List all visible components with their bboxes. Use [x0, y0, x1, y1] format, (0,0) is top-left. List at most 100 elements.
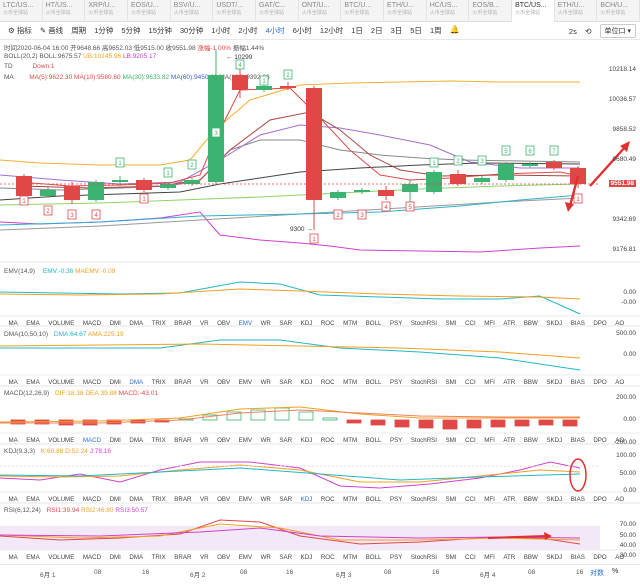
indicator-tab[interactable]: CCI [465, 378, 476, 386]
indicator-tab[interactable]: OBV [217, 436, 231, 444]
indicator-tab[interactable]: DMI [109, 319, 121, 327]
indicator-tab[interactable]: ATR [503, 319, 516, 327]
indicator-tab[interactable]: BIAS [570, 378, 585, 386]
indicator-tab[interactable]: PSY [390, 436, 403, 444]
indicator-tab[interactable]: BOLL [365, 436, 382, 444]
indicator-tab[interactable]: PSY [390, 319, 403, 327]
tab-symbol[interactable]: BCH/U... 火币全球站 [597, 0, 640, 22]
indicator-tab[interactable]: EMV [238, 553, 253, 561]
indicator-tab[interactable]: VR [199, 378, 209, 386]
indicator-tab[interactable]: DMA [129, 319, 144, 327]
indicator-tab[interactable]: DMI [109, 495, 121, 503]
tab-symbol[interactable]: BTC/U... 火币全球站 [341, 0, 385, 22]
indicator-tab[interactable]: MACD [82, 378, 102, 386]
indicator-tab[interactable]: VR [199, 319, 209, 327]
indicator-tab[interactable]: WR [260, 319, 271, 327]
emv-name[interactable]: EMV(14,9) [4, 268, 36, 275]
indicator-tab[interactable]: PSY [390, 553, 403, 561]
indicator-tab[interactable]: MA [8, 495, 18, 503]
indicator-tab[interactable]: EMV [238, 319, 253, 327]
indicator-tab[interactable]: SMI [445, 378, 457, 386]
rsi-name[interactable]: RSI(6,12,24) [4, 507, 41, 514]
indicator-tab[interactable]: DPO [593, 436, 607, 444]
indicator-tab[interactable]: TRIX [151, 495, 166, 503]
indicator-tab[interactable]: OBV [217, 495, 231, 503]
indicator-tab[interactable]: MTM [343, 495, 358, 503]
indicator-tab[interactable]: ROC [320, 436, 335, 444]
period-button[interactable]: 1周 [429, 26, 442, 35]
tab-symbol[interactable]: BTC/US... 火币全球站 [512, 0, 555, 22]
indicator-tab[interactable]: BRAR [174, 378, 192, 386]
indicator-tab[interactable]: DMA [129, 378, 144, 386]
indicator-tab[interactable]: BBW [523, 378, 538, 386]
indicator-tab[interactable]: VOLUME [48, 378, 75, 386]
indicator-tab[interactable]: WR [260, 378, 271, 386]
indicator-tab[interactable]: VOLUME [48, 319, 75, 327]
indicator-tab[interactable]: BBW [523, 553, 538, 561]
indicator-tab[interactable]: MTM [343, 319, 358, 327]
axis-mode-button[interactable]: 单位口 ▾ [599, 24, 636, 38]
indicator-tab[interactable]: AO [615, 378, 625, 386]
indicator-tab[interactable]: MACD [82, 319, 102, 327]
indicator-tab[interactable]: BOLL [365, 378, 382, 386]
indicator-tab[interactable]: DPO [593, 319, 607, 327]
indicator-tab[interactable]: MA [8, 553, 18, 561]
tab-symbol[interactable]: GAT/C... 火币全球站 [256, 0, 299, 22]
period-button[interactable]: 3日 [390, 26, 403, 35]
tab-symbol[interactable]: BSV/U... 火币全球站 [171, 0, 214, 22]
indicator-tab[interactable]: DMA [129, 436, 144, 444]
indicator-tab[interactable]: MFI [484, 553, 495, 561]
indicator-tab[interactable]: CCI [465, 553, 476, 561]
period-button[interactable]: 5分钟 [121, 26, 141, 35]
indicator-tab[interactable]: DMI [109, 553, 121, 561]
period-button[interactable]: 6小时 [292, 26, 312, 35]
indicator-tab[interactable]: MTM [343, 553, 358, 561]
indicator-tab[interactable]: ATR [503, 553, 516, 561]
indicator-tab[interactable]: BRAR [174, 436, 192, 444]
indicator-tab[interactable]: ATR [503, 495, 516, 503]
indicator-tab[interactable]: MA [8, 436, 18, 444]
tab-symbol[interactable]: EOS/B... 火币全球站 [469, 0, 513, 22]
indicator-tab[interactable]: OBV [217, 378, 231, 386]
period-button[interactable]: 1分钟 [94, 26, 114, 35]
indicator-tab[interactable]: CCI [465, 319, 476, 327]
indicator-tab[interactable]: SKDJ [546, 495, 563, 503]
tab-symbol[interactable]: XRP/U... 火币全球站 [85, 0, 129, 22]
period-button[interactable]: 15分钟 [148, 26, 172, 35]
period-button[interactable]: 2日 [370, 26, 383, 35]
indicator-tab[interactable]: VOLUME [48, 553, 75, 561]
td-name[interactable]: TD [4, 63, 13, 70]
indicator-tab[interactable]: SAR [279, 553, 293, 561]
indicator-tab[interactable]: StochRSI [410, 319, 438, 327]
indicator-tab[interactable]: BOLL [365, 495, 382, 503]
period-button[interactable]: 30分钟 [179, 26, 204, 35]
indicator-tab[interactable]: DPO [593, 553, 607, 561]
indicator-tab[interactable]: SMI [445, 319, 457, 327]
indicator-tab[interactable]: DMA [129, 495, 144, 503]
indicator-tab[interactable]: EMA [26, 436, 40, 444]
indicator-tab[interactable]: AO [615, 553, 625, 561]
indicator-tab[interactable]: TRIX [151, 436, 166, 444]
tab-symbol[interactable]: USDT/... 火币全球站 [213, 0, 257, 22]
tab-symbol[interactable]: LTC/US... 火币全球站 [0, 0, 43, 22]
undo-icon[interactable]: ⟲ [584, 26, 592, 36]
bell-icon[interactable]: 🔔 [449, 25, 460, 34]
indicator-tab[interactable]: MFI [484, 378, 495, 386]
indicator-tab[interactable]: StochRSI [410, 495, 438, 503]
indicator-tab[interactable]: EMV [238, 378, 253, 386]
boll-name[interactable]: BOLL(20,2) [4, 53, 38, 60]
period-button[interactable]: 12小时 [319, 26, 344, 35]
indicator-tab[interactable]: WR [260, 495, 271, 503]
tab-symbol[interactable]: ONT/U... 火币全球站 [299, 0, 342, 22]
indicator-tab[interactable]: KDJ [300, 378, 313, 386]
indicator-tab[interactable]: EMA [26, 495, 40, 503]
indicator-tab[interactable]: MTM [343, 436, 358, 444]
indicator-tab[interactable]: OBV [217, 553, 231, 561]
indicator-tab[interactable]: BIAS [570, 436, 585, 444]
indicator-tab[interactable]: VOLUME [48, 495, 75, 503]
indicator-tab[interactable]: ROC [320, 319, 335, 327]
indicator-tab[interactable]: MFI [484, 319, 495, 327]
indicator-tab[interactable]: SAR [279, 378, 293, 386]
log-scale-toggle[interactable]: 对数 [590, 570, 604, 577]
indicator-tab[interactable]: MFI [484, 495, 495, 503]
